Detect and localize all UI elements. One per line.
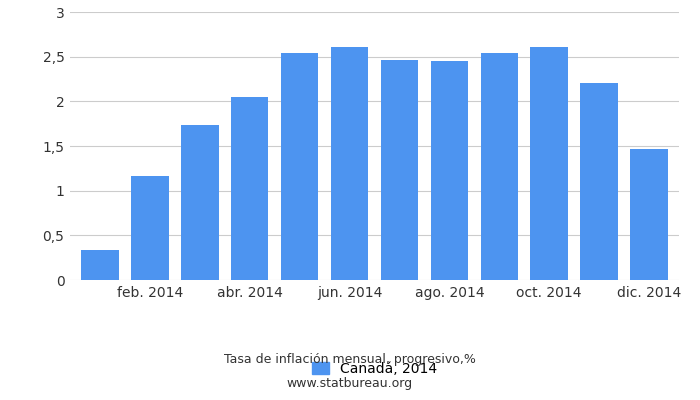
Bar [331, 47, 368, 280]
Bar [481, 53, 518, 280]
Bar [381, 60, 418, 280]
Bar [181, 126, 218, 280]
Bar [630, 149, 668, 280]
Legend: Canadá, 2014: Canadá, 2014 [312, 362, 437, 376]
Bar [531, 47, 568, 280]
Text: Tasa de inflación mensual, progresivo,%: Tasa de inflación mensual, progresivo,% [224, 354, 476, 366]
Bar [231, 97, 268, 280]
Bar [81, 250, 119, 280]
Bar [281, 53, 318, 280]
Bar [131, 176, 169, 280]
Bar [580, 84, 618, 280]
Text: www.statbureau.org: www.statbureau.org [287, 378, 413, 390]
Bar [430, 61, 468, 280]
